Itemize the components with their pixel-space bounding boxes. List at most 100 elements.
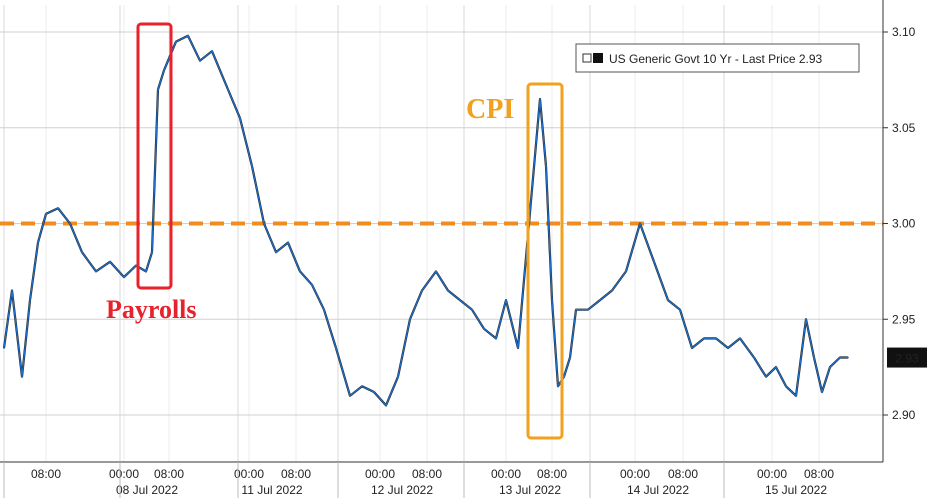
x-tick-date-2: 12 Jul 2022 bbox=[371, 483, 433, 497]
data-point-37 bbox=[421, 289, 423, 292]
x-tick-date-4: 14 Jul 2022 bbox=[627, 483, 689, 497]
legend-swatch bbox=[593, 53, 603, 63]
data-point-36 bbox=[409, 318, 411, 321]
data-point-7 bbox=[69, 222, 71, 225]
data-point-2 bbox=[21, 375, 23, 378]
data-point-46 bbox=[539, 98, 541, 100]
data-point-20 bbox=[211, 50, 213, 53]
data-point-65 bbox=[739, 337, 741, 340]
cpi-highlight-box bbox=[526, 82, 564, 440]
data-point-17 bbox=[175, 40, 177, 43]
data-point-43 bbox=[495, 337, 497, 340]
data-point-63 bbox=[715, 337, 717, 340]
data-point-34 bbox=[385, 404, 387, 407]
x-tick-time-8: 08:00 bbox=[537, 467, 567, 481]
x-tick-time-5: 00:00 bbox=[365, 467, 395, 481]
data-point-57 bbox=[639, 222, 641, 225]
data-point-1 bbox=[11, 289, 13, 292]
data-point-21 bbox=[227, 88, 229, 91]
data-point-76 bbox=[847, 356, 849, 359]
data-point-67 bbox=[765, 375, 767, 378]
x-tick-time-4: 08:00 bbox=[281, 467, 311, 481]
data-point-14 bbox=[151, 251, 153, 254]
x-tick-time-1: 00:00 bbox=[109, 467, 139, 481]
data-point-29 bbox=[323, 308, 325, 311]
y-tick-label-4: 2.90 bbox=[892, 408, 916, 422]
data-point-11 bbox=[123, 276, 125, 278]
data-point-59 bbox=[667, 299, 669, 301]
x-tick-date-1: 11 Jul 2022 bbox=[241, 483, 302, 497]
data-point-47 bbox=[545, 165, 547, 168]
x-tick-time-2: 08:00 bbox=[154, 467, 184, 481]
data-point-38 bbox=[435, 270, 437, 273]
x-tick-time-11: 00:00 bbox=[757, 467, 787, 481]
legend-label: US Generic Govt 10 Yr - Last Price 2.93 bbox=[609, 52, 823, 66]
data-point-10 bbox=[109, 260, 111, 263]
data-point-3 bbox=[29, 299, 31, 301]
x-tick-time-0: 08:00 bbox=[31, 467, 61, 481]
y-tick-label-3: 2.95 bbox=[892, 312, 916, 326]
data-point-53 bbox=[587, 308, 589, 311]
data-point-33 bbox=[373, 391, 375, 393]
data-point-70 bbox=[795, 394, 797, 397]
x-tick-date-0: 08 Jul 2022 bbox=[116, 483, 178, 497]
last-price-label: 2.93 bbox=[895, 352, 919, 366]
payrolls-annotation: Payrolls bbox=[106, 295, 197, 324]
grid bbox=[0, 5, 883, 462]
data-point-40 bbox=[459, 299, 461, 301]
data-point-16 bbox=[163, 69, 165, 72]
data-point-0 bbox=[3, 347, 5, 349]
data-point-58 bbox=[653, 260, 655, 263]
data-point-15 bbox=[157, 88, 159, 91]
data-point-73 bbox=[821, 391, 823, 393]
data-point-68 bbox=[775, 366, 777, 368]
series-group bbox=[2, 34, 849, 407]
data-point-71 bbox=[805, 318, 807, 321]
data-point-60 bbox=[679, 308, 681, 311]
data-point-64 bbox=[727, 347, 729, 349]
data-point-28 bbox=[311, 283, 313, 286]
annotation-group: Payrolls CPI bbox=[106, 22, 564, 440]
data-point-8 bbox=[81, 251, 83, 254]
data-point-61 bbox=[691, 347, 693, 349]
legend-toggle-icon bbox=[582, 53, 592, 63]
payrolls-highlight-box bbox=[136, 22, 173, 290]
data-point-44 bbox=[505, 299, 507, 301]
data-point-72 bbox=[813, 356, 815, 359]
x-tick-time-3: 00:00 bbox=[234, 467, 264, 481]
x-tick-time-7: 00:00 bbox=[491, 467, 521, 481]
data-point-19 bbox=[199, 59, 201, 62]
data-point-26 bbox=[287, 241, 289, 244]
series-line-shadow bbox=[2, 34, 848, 407]
data-point-23 bbox=[251, 165, 253, 168]
cpi-annotation: CPI bbox=[466, 94, 514, 125]
data-point-54 bbox=[599, 299, 601, 301]
data-point-30 bbox=[335, 347, 337, 349]
series-line bbox=[3, 35, 848, 407]
y-tick-label-0: 3.10 bbox=[892, 25, 916, 39]
y-tick-label-1: 3.05 bbox=[892, 121, 916, 135]
data-point-74 bbox=[829, 366, 831, 368]
x-tick-date-3: 13 Jul 2022 bbox=[499, 483, 561, 497]
data-point-62 bbox=[703, 337, 705, 340]
data-point-13 bbox=[145, 270, 147, 273]
data-point-51 bbox=[569, 356, 571, 359]
data-point-48 bbox=[551, 299, 553, 301]
data-point-5 bbox=[45, 213, 47, 215]
data-point-56 bbox=[625, 270, 627, 273]
data-point-27 bbox=[299, 270, 301, 273]
data-point-50 bbox=[563, 375, 565, 378]
x-tick-time-10: 08:00 bbox=[668, 467, 698, 481]
data-point-45 bbox=[517, 347, 519, 349]
data-point-35 bbox=[397, 375, 399, 378]
x-tick-time-12: 08:00 bbox=[804, 467, 834, 481]
x-tick-time-9: 00:00 bbox=[620, 467, 650, 481]
data-point-12 bbox=[135, 264, 137, 267]
data-point-24 bbox=[263, 222, 265, 225]
data-point-25 bbox=[275, 251, 277, 254]
last-price-tag bbox=[887, 347, 927, 368]
x-tick-date-5: 15 Jul 2022 bbox=[765, 483, 827, 497]
